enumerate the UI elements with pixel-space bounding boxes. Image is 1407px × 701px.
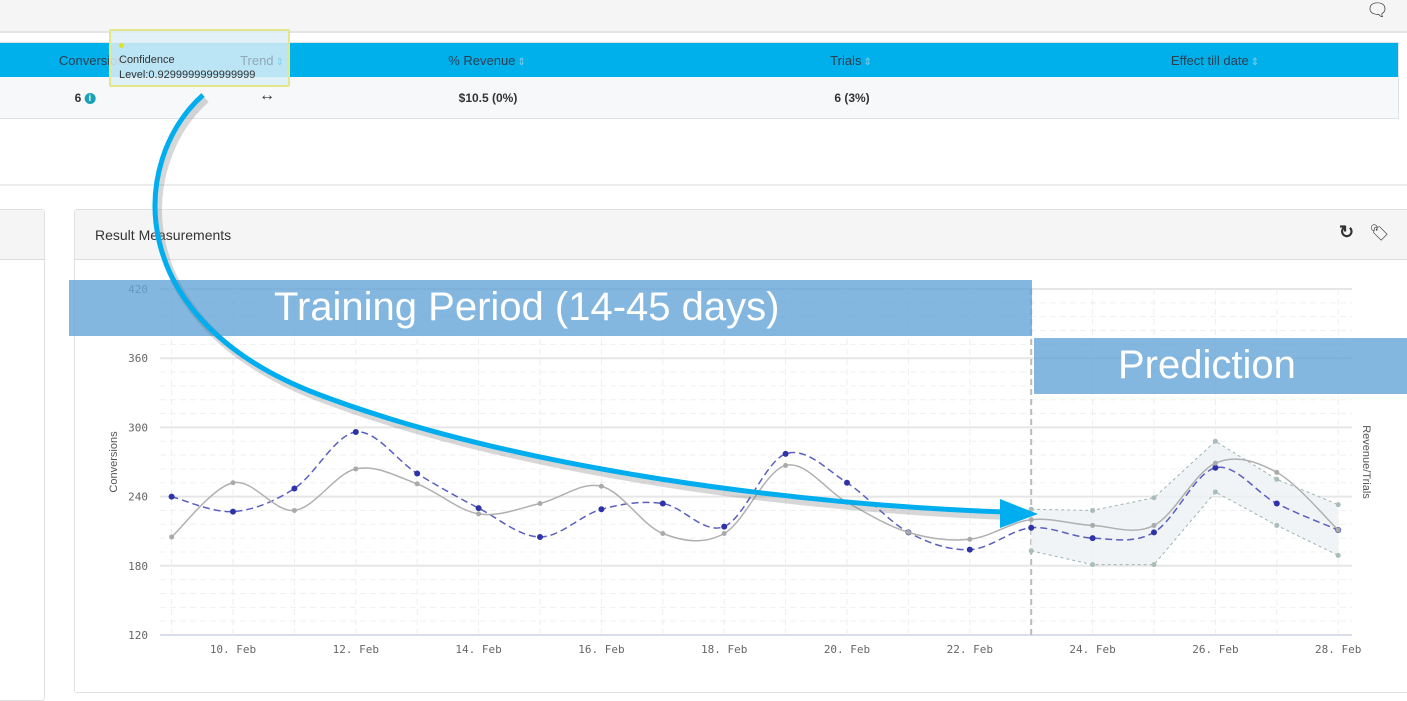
data-point: [291, 507, 297, 513]
bound-point: [1212, 489, 1218, 495]
data-point: [966, 546, 973, 553]
data-point: [660, 531, 666, 537]
header-revenue[interactable]: % Revenue ⇕: [448, 53, 526, 68]
x-tick-label: 16. Feb: [578, 643, 624, 656]
refresh-icon[interactable]: ↻: [1339, 222, 1355, 242]
bound-point: [1335, 502, 1341, 508]
y-tick-label: 240: [128, 491, 148, 504]
x-tick-label: 26. Feb: [1192, 643, 1238, 656]
data-point: [1335, 527, 1341, 533]
x-tick-label: 12. Feb: [333, 643, 379, 656]
data-point: [844, 499, 850, 505]
prediction-label: Prediction: [1118, 343, 1296, 387]
tooltip-marker: [119, 43, 124, 48]
sort-icon: ⇕: [1250, 57, 1260, 68]
data-point: [967, 536, 973, 542]
data-point: [721, 523, 728, 530]
data-point: [168, 493, 175, 500]
y-tick-label: 360: [128, 352, 148, 365]
sort-icon: ⇕: [863, 57, 872, 68]
data-point: [1273, 500, 1280, 507]
x-tick-label: 24. Feb: [1069, 643, 1115, 656]
data-point: [230, 508, 236, 515]
lower-bound-line: [1031, 491, 1339, 566]
data-point: [1212, 464, 1219, 471]
header-trials[interactable]: Trials ⇕: [830, 53, 872, 68]
data-point: [1274, 469, 1280, 475]
data-point: [475, 505, 482, 512]
bound-point: [1274, 522, 1280, 528]
data-point: [1028, 524, 1035, 531]
y-tick-label: 180: [128, 560, 148, 573]
bound-point: [1090, 562, 1096, 568]
x-tick-label: 14. Feb: [455, 643, 501, 656]
bound-point: [1212, 438, 1218, 444]
data-point: [230, 480, 236, 486]
data-point: [353, 466, 359, 472]
tag-icon[interactable]: 🏷: [1369, 225, 1390, 242]
data-point: [537, 533, 543, 540]
y2-axis-title: Revenue/Trials: [1360, 425, 1372, 499]
data-point: [598, 506, 605, 513]
chat-bubbles-icon[interactable]: 🗨: [1366, 0, 1389, 20]
data-point: [352, 429, 359, 436]
sort-icon: ⇕: [517, 57, 526, 68]
top-bar: 🗨: [0, 0, 1407, 33]
data-point: [414, 470, 421, 477]
data-point: [598, 483, 604, 489]
data-point: [659, 500, 666, 507]
data-point: [291, 485, 298, 492]
left-panel: [0, 209, 45, 701]
confidence-band: [1031, 441, 1339, 565]
y-axis-title: Conversions: [108, 431, 120, 493]
data-point: [782, 450, 789, 457]
data-point: [783, 462, 789, 468]
x-tick-label: 10. Feb: [210, 643, 256, 656]
data-point: [414, 481, 420, 487]
data-point: [1090, 522, 1096, 528]
header-effect[interactable]: Effect till date ⇕: [1170, 53, 1260, 68]
bound-point: [1335, 552, 1341, 558]
upper-bound-line: [1031, 440, 1339, 511]
x-tick-label: 22. Feb: [947, 643, 993, 656]
prediction-band: Prediction: [1034, 338, 1407, 394]
x-tick-label: 20. Feb: [824, 643, 870, 656]
data-point: [721, 531, 727, 537]
bound-point: [1090, 507, 1096, 513]
data-point: [537, 501, 543, 507]
confidence-tooltip: Confidence Level:0.9299999999999999: [109, 29, 290, 87]
y-tick-label: 300: [128, 421, 148, 434]
x-tick-label: 18. Feb: [701, 643, 747, 656]
data-point: [905, 529, 911, 535]
training-period-label: Training Period (14-45 days): [274, 285, 780, 329]
bound-point: [1151, 562, 1157, 568]
header-trend[interactable]: Trend ⇕: [240, 53, 284, 68]
tooltip-value: Level:0.9299999999999999: [119, 69, 256, 81]
data-point: [844, 479, 850, 486]
training-period-band: Training Period (14-45 days): [69, 280, 1032, 336]
bound-point: [1028, 506, 1034, 512]
tooltip-label: Confidence: [119, 54, 175, 66]
data-point: [476, 511, 482, 517]
data-point: [1028, 517, 1034, 523]
info-icon[interactable]: i: [84, 93, 96, 105]
data-point: [1089, 535, 1096, 542]
data-point: [1151, 522, 1157, 528]
data-point: [1212, 460, 1218, 466]
bound-point: [1151, 495, 1157, 501]
bound-point: [1028, 548, 1034, 554]
y-tick-label: 120: [128, 629, 148, 642]
data-point: [169, 534, 175, 540]
x-tick-label: 28. Feb: [1315, 643, 1361, 656]
data-point: [1151, 529, 1157, 536]
bound-point: [1274, 476, 1280, 482]
